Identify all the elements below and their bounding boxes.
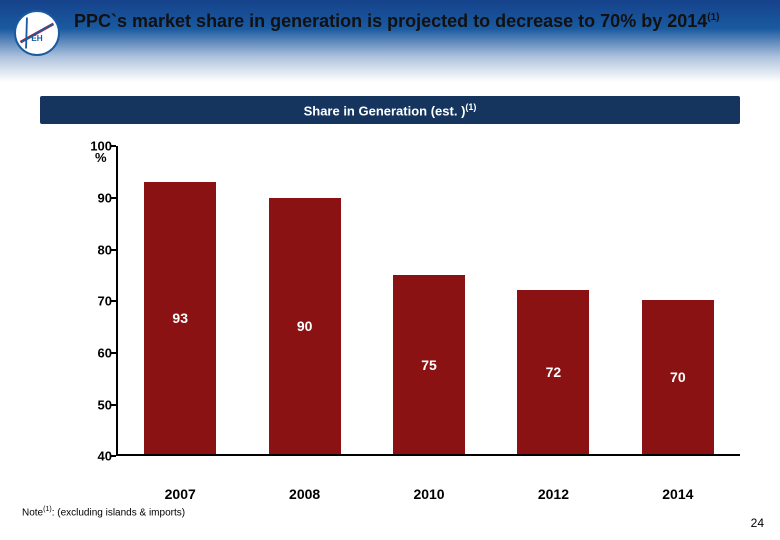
logo-icon: EH bbox=[16, 12, 58, 54]
bar-slot: 93 bbox=[118, 146, 242, 454]
y-tick-label: 60 bbox=[80, 345, 112, 360]
chart-title-text: Share in Generation (est. ) bbox=[304, 103, 466, 118]
y-tick-mark bbox=[110, 352, 116, 354]
bar-value-label: 70 bbox=[642, 369, 714, 385]
y-tick-label: 70 bbox=[80, 294, 112, 309]
x-axis bbox=[116, 454, 740, 456]
page-number: 24 bbox=[751, 516, 764, 530]
bar-value-label: 72 bbox=[517, 364, 589, 380]
bar: 93 bbox=[144, 182, 216, 454]
bar-slot: 72 bbox=[491, 146, 615, 454]
bar-slot: 75 bbox=[367, 146, 491, 454]
slide-title: PPC`s market share in generation is proj… bbox=[74, 8, 720, 33]
svg-text:EH: EH bbox=[31, 34, 42, 43]
bar-value-label: 75 bbox=[393, 357, 465, 373]
y-tick-label: 50 bbox=[80, 397, 112, 412]
y-tick-mark bbox=[110, 197, 116, 199]
x-axis-labels: 20072008201020122014 bbox=[118, 486, 740, 502]
chart-area: % 9390757270 100908070605040 20072008201… bbox=[40, 146, 740, 456]
slide-title-sup: (1) bbox=[707, 12, 719, 23]
x-tick-label: 2012 bbox=[491, 486, 615, 502]
bar: 72 bbox=[517, 290, 589, 454]
slide-header: EH PPC`s market share in generation is p… bbox=[0, 0, 780, 82]
x-tick-label: 2010 bbox=[367, 486, 491, 502]
y-tick-mark bbox=[110, 455, 116, 457]
bar: 70 bbox=[642, 300, 714, 454]
footnote-text: : (excluding islands & imports) bbox=[52, 507, 185, 518]
y-tick-label: 100 bbox=[80, 139, 112, 154]
y-tick-label: 90 bbox=[80, 190, 112, 205]
y-tick-mark bbox=[110, 404, 116, 406]
y-tick-label: 40 bbox=[80, 449, 112, 464]
x-tick-label: 2008 bbox=[242, 486, 366, 502]
slide-title-text: PPC`s market share in generation is proj… bbox=[74, 11, 707, 31]
y-tick-mark bbox=[110, 249, 116, 251]
bar-value-label: 90 bbox=[269, 318, 341, 334]
bar: 75 bbox=[393, 275, 465, 455]
x-tick-label: 2007 bbox=[118, 486, 242, 502]
plot-area: 93 90 75 72 70 bbox=[118, 146, 740, 454]
footnote-prefix: Note bbox=[22, 507, 43, 518]
chart-title-sup: (1) bbox=[465, 102, 476, 112]
bar-slot: 70 bbox=[616, 146, 740, 454]
y-tick-mark bbox=[110, 300, 116, 302]
bar-slot: 90 bbox=[242, 146, 366, 454]
bar-value-label: 93 bbox=[144, 310, 216, 326]
y-tick-label: 80 bbox=[80, 242, 112, 257]
y-tick-mark bbox=[110, 145, 116, 147]
footnote-sup: (1) bbox=[43, 506, 52, 513]
bar: 90 bbox=[269, 198, 341, 455]
chart-title: Share in Generation (est. )(1) bbox=[40, 96, 740, 124]
footnote: Note(1): (excluding islands & imports) bbox=[22, 506, 185, 518]
bar-chart: 9390757270 100908070605040 bbox=[80, 146, 740, 456]
x-tick-label: 2014 bbox=[616, 486, 740, 502]
company-logo: EH bbox=[14, 10, 60, 56]
